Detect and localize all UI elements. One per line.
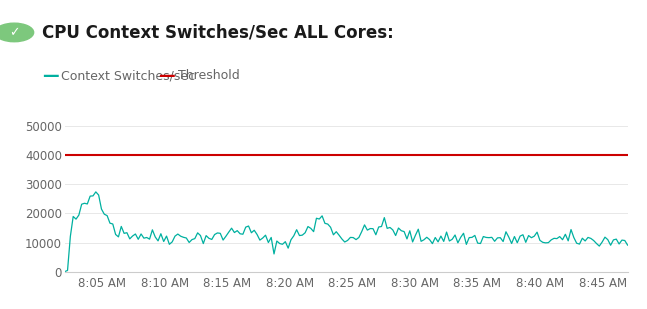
Text: ✓: ✓ xyxy=(9,26,19,39)
Text: Threshold: Threshold xyxy=(178,69,239,82)
Text: Context Switches/sec: Context Switches/sec xyxy=(61,69,195,82)
Text: —: — xyxy=(159,67,175,85)
Text: CPU Context Switches/Sec ALL Cores:: CPU Context Switches/Sec ALL Cores: xyxy=(42,23,394,41)
Text: —: — xyxy=(42,67,59,85)
